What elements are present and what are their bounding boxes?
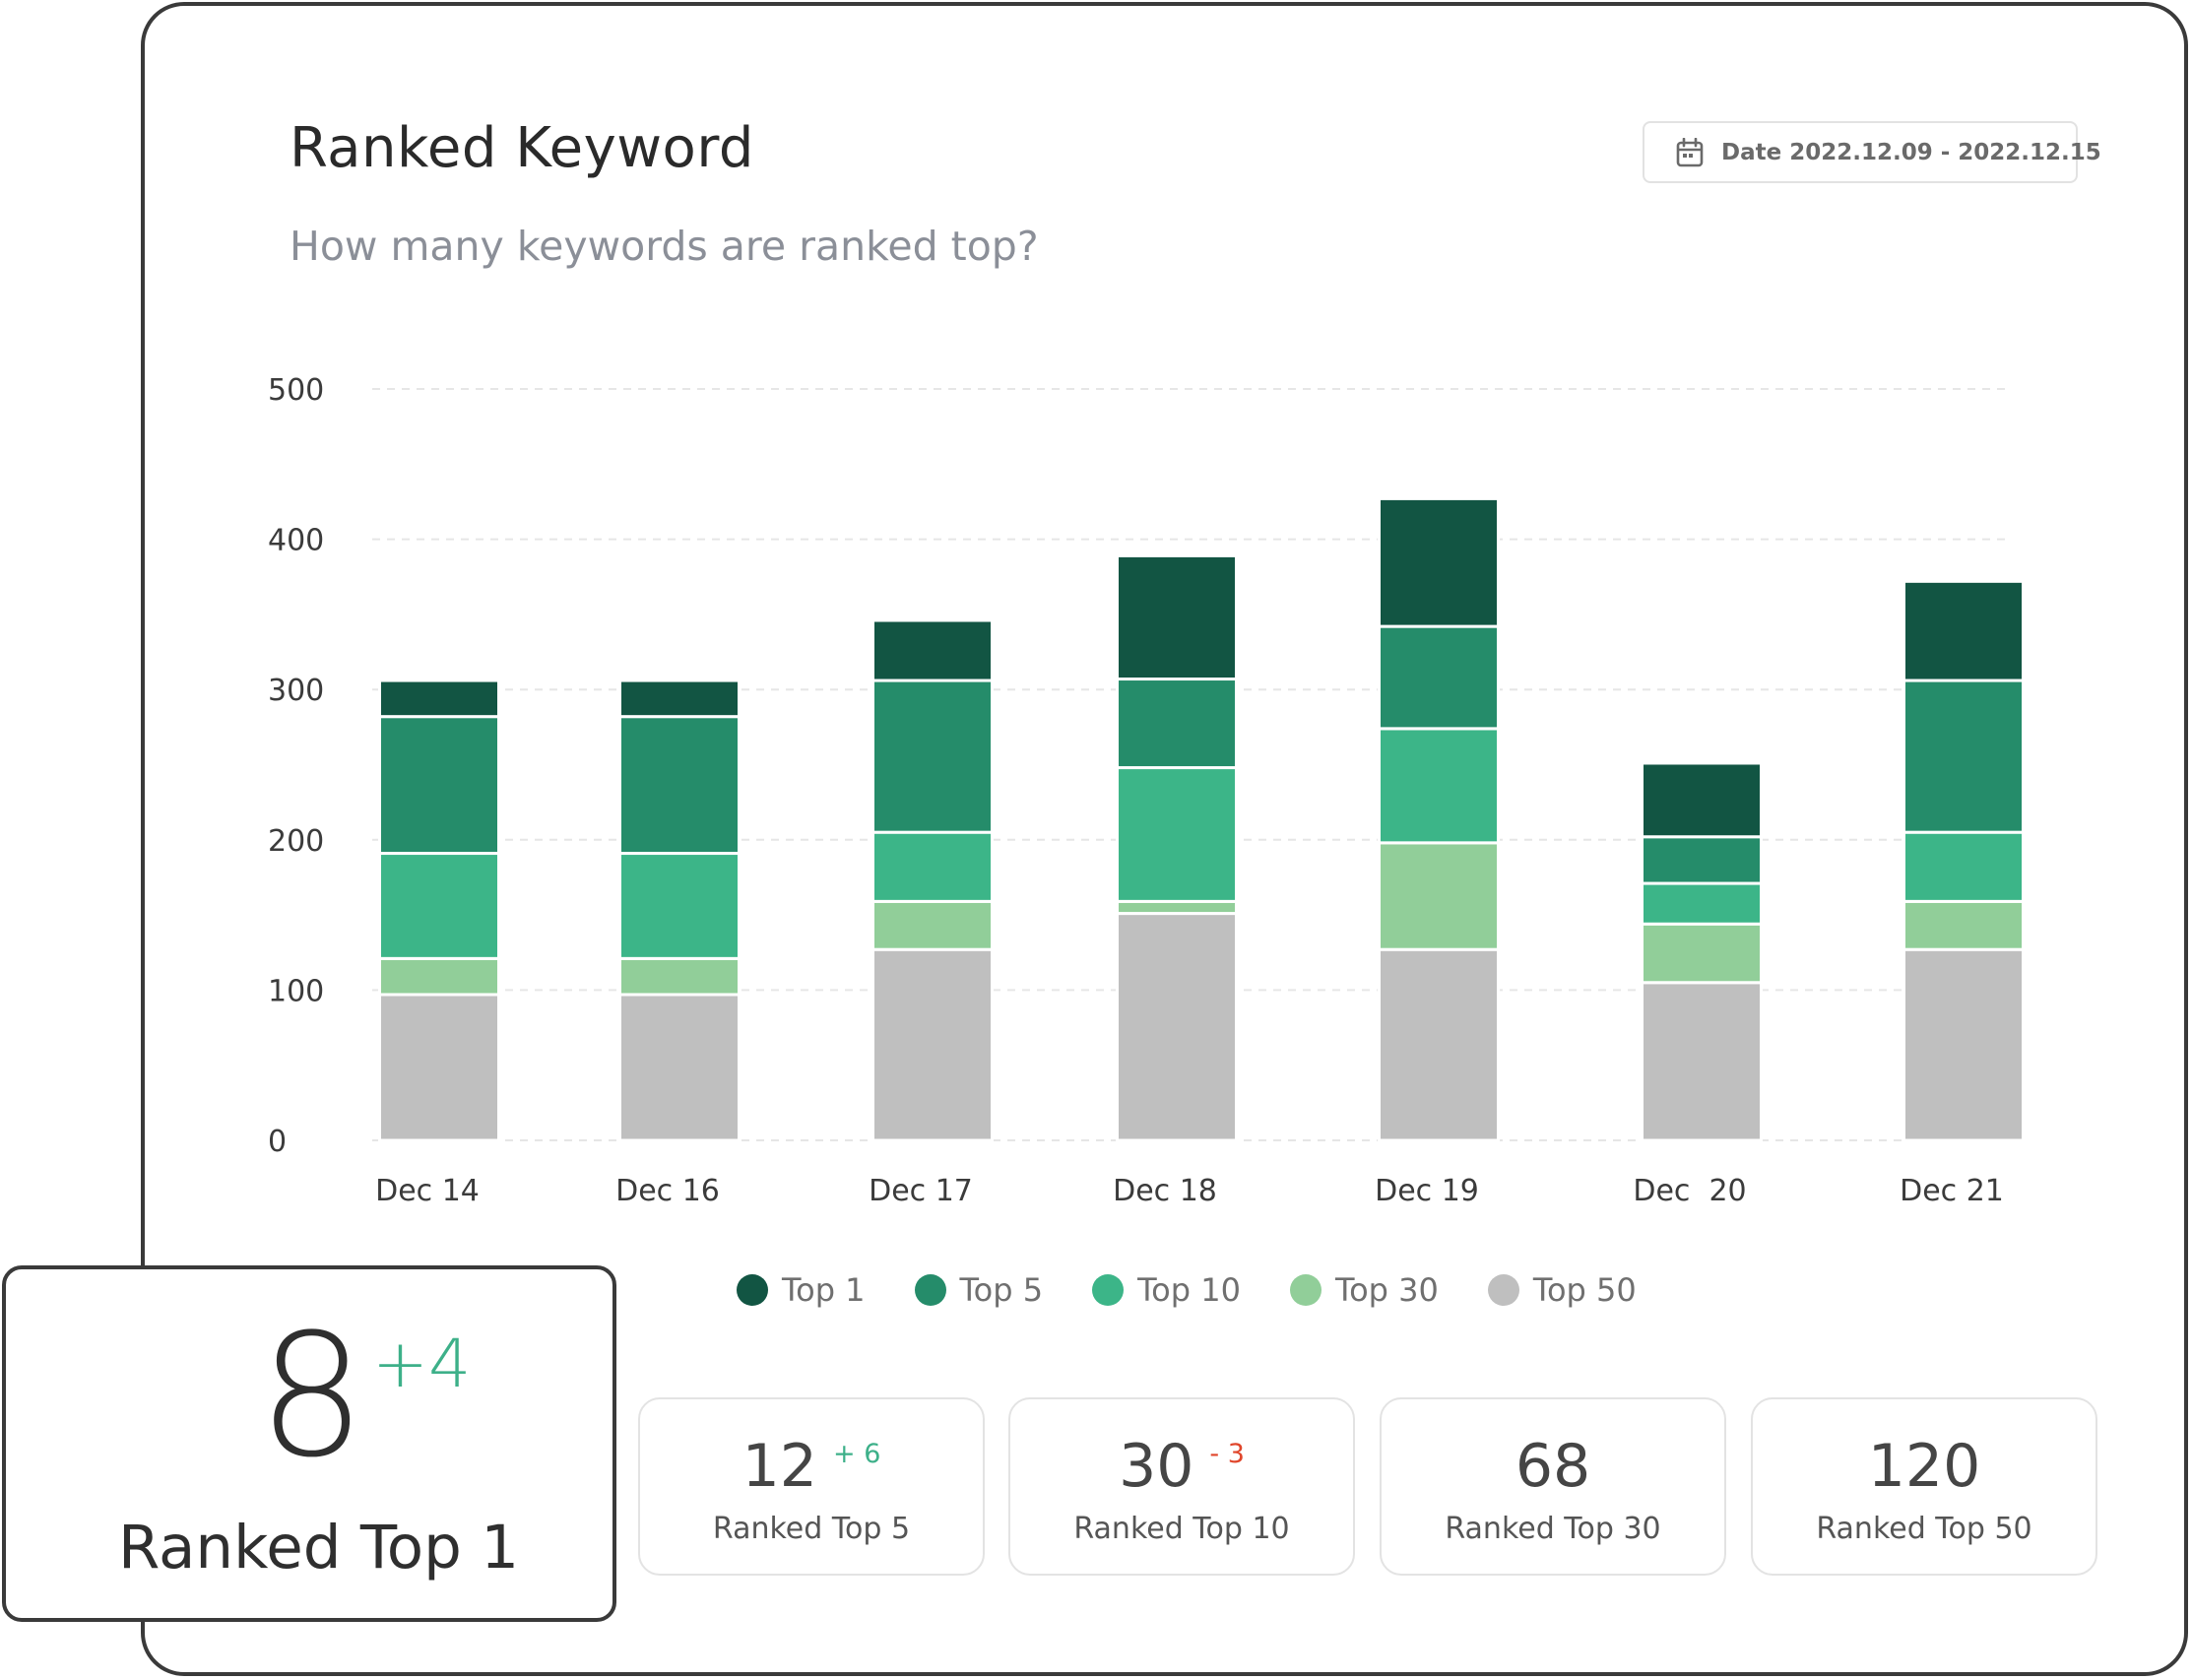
legend-dot-icon [1487, 1274, 1519, 1306]
stat-value-row: 30- 3 [1010, 1437, 1353, 1496]
stat-card: 68 Ranked Top 30 [1380, 1397, 1726, 1576]
y-tick-label: 200 [268, 824, 324, 859]
stat-value-row: 68 [1382, 1437, 1724, 1496]
legend-item[interactable]: Top 1 [737, 1271, 866, 1309]
stat-value-row: 120 [1753, 1437, 2095, 1496]
bar-segment[interactable] [1902, 947, 2025, 1142]
date-range-button[interactable]: Date 2022.12.09 - 2022.12.15 [1643, 121, 2101, 183]
legend-label: Top 50 [1532, 1271, 1637, 1309]
highlight-label: Ranked Top 1 [118, 1513, 520, 1583]
bar-segment[interactable] [1641, 881, 1763, 926]
legend-dot-icon [737, 1274, 768, 1306]
bar-segment[interactable] [871, 678, 994, 834]
bar-segment[interactable] [618, 715, 741, 856]
stat-delta: - 3 [1209, 1439, 1245, 1469]
y-tick-label: 400 [268, 524, 324, 558]
legend-item[interactable]: Top 10 [1092, 1271, 1241, 1309]
stacked-bar-chart: 0 100 200 300 400 500 Dec 14 Dec 16 Dec 17 Dec 18… [268, 373, 2025, 1208]
stat-value: 12 [741, 1432, 817, 1501]
bar-segment[interactable] [618, 852, 741, 960]
bar-segment[interactable] [378, 715, 500, 856]
page-subtitle: How many keywords are ranked top? [290, 223, 1039, 270]
y-tick-label: 300 [268, 674, 324, 708]
legend-label: Top 5 [959, 1271, 1044, 1309]
legend-label: Top 1 [782, 1271, 866, 1309]
bar-segment[interactable] [871, 899, 994, 951]
bar-segment[interactable] [1378, 496, 1500, 628]
bar-segment[interactable] [1378, 947, 1500, 1142]
x-tick-label: Dec 21 [1900, 1174, 2004, 1208]
bar-segment[interactable] [1378, 727, 1500, 845]
bar-segment[interactable] [618, 956, 741, 997]
stat-card: 30- 3 Ranked Top 10 [1008, 1397, 1355, 1576]
bar-segment[interactable] [1641, 835, 1763, 885]
highlight-delta: +4 [372, 1325, 472, 1403]
x-tick-label: Dec 16 [615, 1174, 720, 1208]
bar-segment[interactable] [1641, 761, 1763, 839]
bar-segment[interactable] [1116, 912, 1238, 1142]
legend-item[interactable]: Top 30 [1289, 1271, 1439, 1309]
bar-segment[interactable] [1378, 841, 1500, 951]
bar-segment[interactable] [1902, 830, 2025, 903]
bar-segment[interactable] [1641, 981, 1763, 1142]
calendar-icon [1676, 137, 1704, 167]
y-tick-label: 500 [268, 373, 324, 408]
x-tick-label: Dec 19 [1375, 1174, 1479, 1208]
stat-card: 120 Ranked Top 50 [1751, 1397, 2097, 1576]
date-range-label: Date 2022.12.09 - 2022.12.15 [1721, 139, 2101, 165]
page-title: Ranked Keyword [290, 116, 754, 180]
stat-label: Ranked Top 50 [1816, 1512, 2032, 1546]
bar-segment[interactable] [1902, 579, 2025, 682]
bar-segment[interactable] [871, 947, 994, 1142]
legend-label: Top 30 [1334, 1271, 1439, 1309]
x-tick-label: Dec 17 [869, 1174, 973, 1208]
bar-segment[interactable] [871, 618, 994, 682]
highlight-card [2, 1265, 616, 1622]
bar-segment[interactable] [1116, 766, 1238, 903]
y-tick-label: 0 [268, 1125, 287, 1159]
bar-segment[interactable] [1116, 553, 1238, 681]
bar-segment[interactable] [1641, 922, 1763, 985]
bar-segment[interactable] [618, 678, 741, 719]
stat-value: 68 [1515, 1432, 1591, 1501]
legend-item[interactable]: Top 50 [1487, 1271, 1637, 1309]
bar-segment[interactable] [618, 993, 741, 1142]
stat-label: Ranked Top 5 [712, 1512, 911, 1546]
stat-label: Ranked Top 10 [1073, 1512, 1290, 1546]
stat-card: 12 + 6 Ranked Top 5 [638, 1397, 985, 1576]
stat-value: 120 [1867, 1432, 1981, 1501]
bar-segment[interactable] [1902, 899, 2025, 951]
stat-value-row: 12 + 6 [640, 1437, 983, 1496]
bar-segment[interactable] [1378, 624, 1500, 731]
legend-label: Top 10 [1137, 1271, 1241, 1309]
legend-dot-icon [914, 1274, 946, 1306]
stat-label: Ranked Top 30 [1445, 1512, 1661, 1546]
bar-segment[interactable] [871, 830, 994, 903]
x-tick-label: Dec 14 [375, 1174, 480, 1208]
stat-delta: + 6 [832, 1439, 881, 1469]
stat-value: 30 [1119, 1432, 1194, 1501]
bar-segment[interactable] [378, 852, 500, 960]
bar-segment[interactable] [378, 993, 500, 1142]
highlight-value: 8 [258, 1297, 366, 1495]
x-tick-label: Dec 20 [1633, 1174, 1746, 1208]
bar-segment[interactable] [378, 678, 500, 719]
bar-segment[interactable] [1116, 678, 1238, 770]
legend-item[interactable]: Top 5 [914, 1271, 1044, 1309]
chart-legend: Top 1 Top 5 Top 10 Top 30 Top 50 [737, 1268, 1637, 1312]
legend-dot-icon [1092, 1274, 1125, 1306]
x-tick-label: Dec 18 [1113, 1174, 1217, 1208]
bar-segment[interactable] [1116, 899, 1238, 916]
bar-segment[interactable] [378, 956, 500, 997]
bar-segment[interactable] [1902, 678, 2025, 834]
y-tick-label: 100 [268, 974, 324, 1008]
legend-dot-icon [1289, 1274, 1322, 1306]
